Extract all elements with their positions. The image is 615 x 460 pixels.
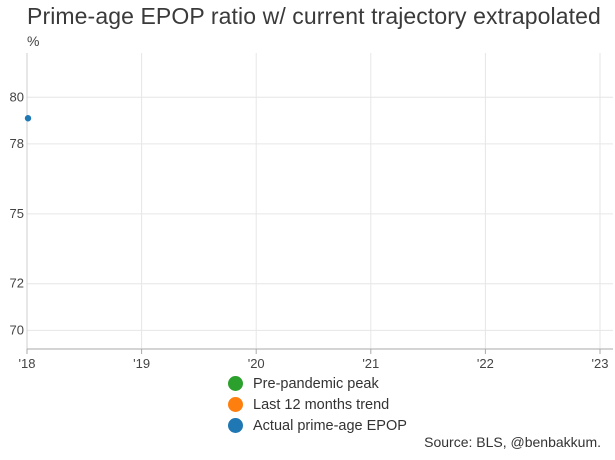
legend-item-last-12-months-trend[interactable]: Last 12 months trend — [228, 394, 407, 415]
y-tick-label: 70 — [10, 322, 24, 337]
x-tick-label: '21 — [362, 356, 379, 371]
tick-labels: '18 '19 '20 '21 '22 '23 70 72 75 78 80 — [10, 89, 609, 371]
legend-label: Actual prime-age EPOP — [253, 417, 407, 434]
source-note: Source: BLS, @benbakkum. — [424, 434, 601, 450]
x-tick-label: '18 — [19, 356, 36, 371]
x-tick-label: '20 — [248, 356, 265, 371]
data-marks — [24, 115, 32, 122]
y-tick-label: 75 — [10, 206, 24, 221]
y-tick-label: 80 — [10, 89, 24, 104]
data-point — [24, 115, 32, 122]
axes — [26, 53, 613, 354]
chart-title: Prime-age EPOP ratio w/ current trajecto… — [27, 3, 601, 29]
gridlines — [27, 53, 613, 349]
legend-label: Pre-pandemic peak — [253, 375, 379, 392]
y-axis-unit-label: % — [27, 33, 40, 49]
legend-swatch — [228, 418, 243, 433]
legend-label: Last 12 months trend — [253, 396, 390, 413]
legend-swatch — [228, 397, 243, 412]
x-tick-label: '19 — [133, 356, 150, 371]
legend-item-actual-prime-age-epop[interactable]: Actual prime-age EPOP — [228, 415, 407, 436]
y-tick-label: 78 — [10, 136, 24, 151]
legend: Pre-pandemic peak Last 12 months trend A… — [228, 373, 407, 436]
legend-swatch — [228, 376, 243, 391]
x-tick-label: '22 — [477, 356, 494, 371]
x-tick-label: '23 — [592, 356, 609, 371]
y-tick-label: 72 — [10, 276, 24, 291]
legend-item-pre-pandemic-peak[interactable]: Pre-pandemic peak — [228, 373, 407, 394]
